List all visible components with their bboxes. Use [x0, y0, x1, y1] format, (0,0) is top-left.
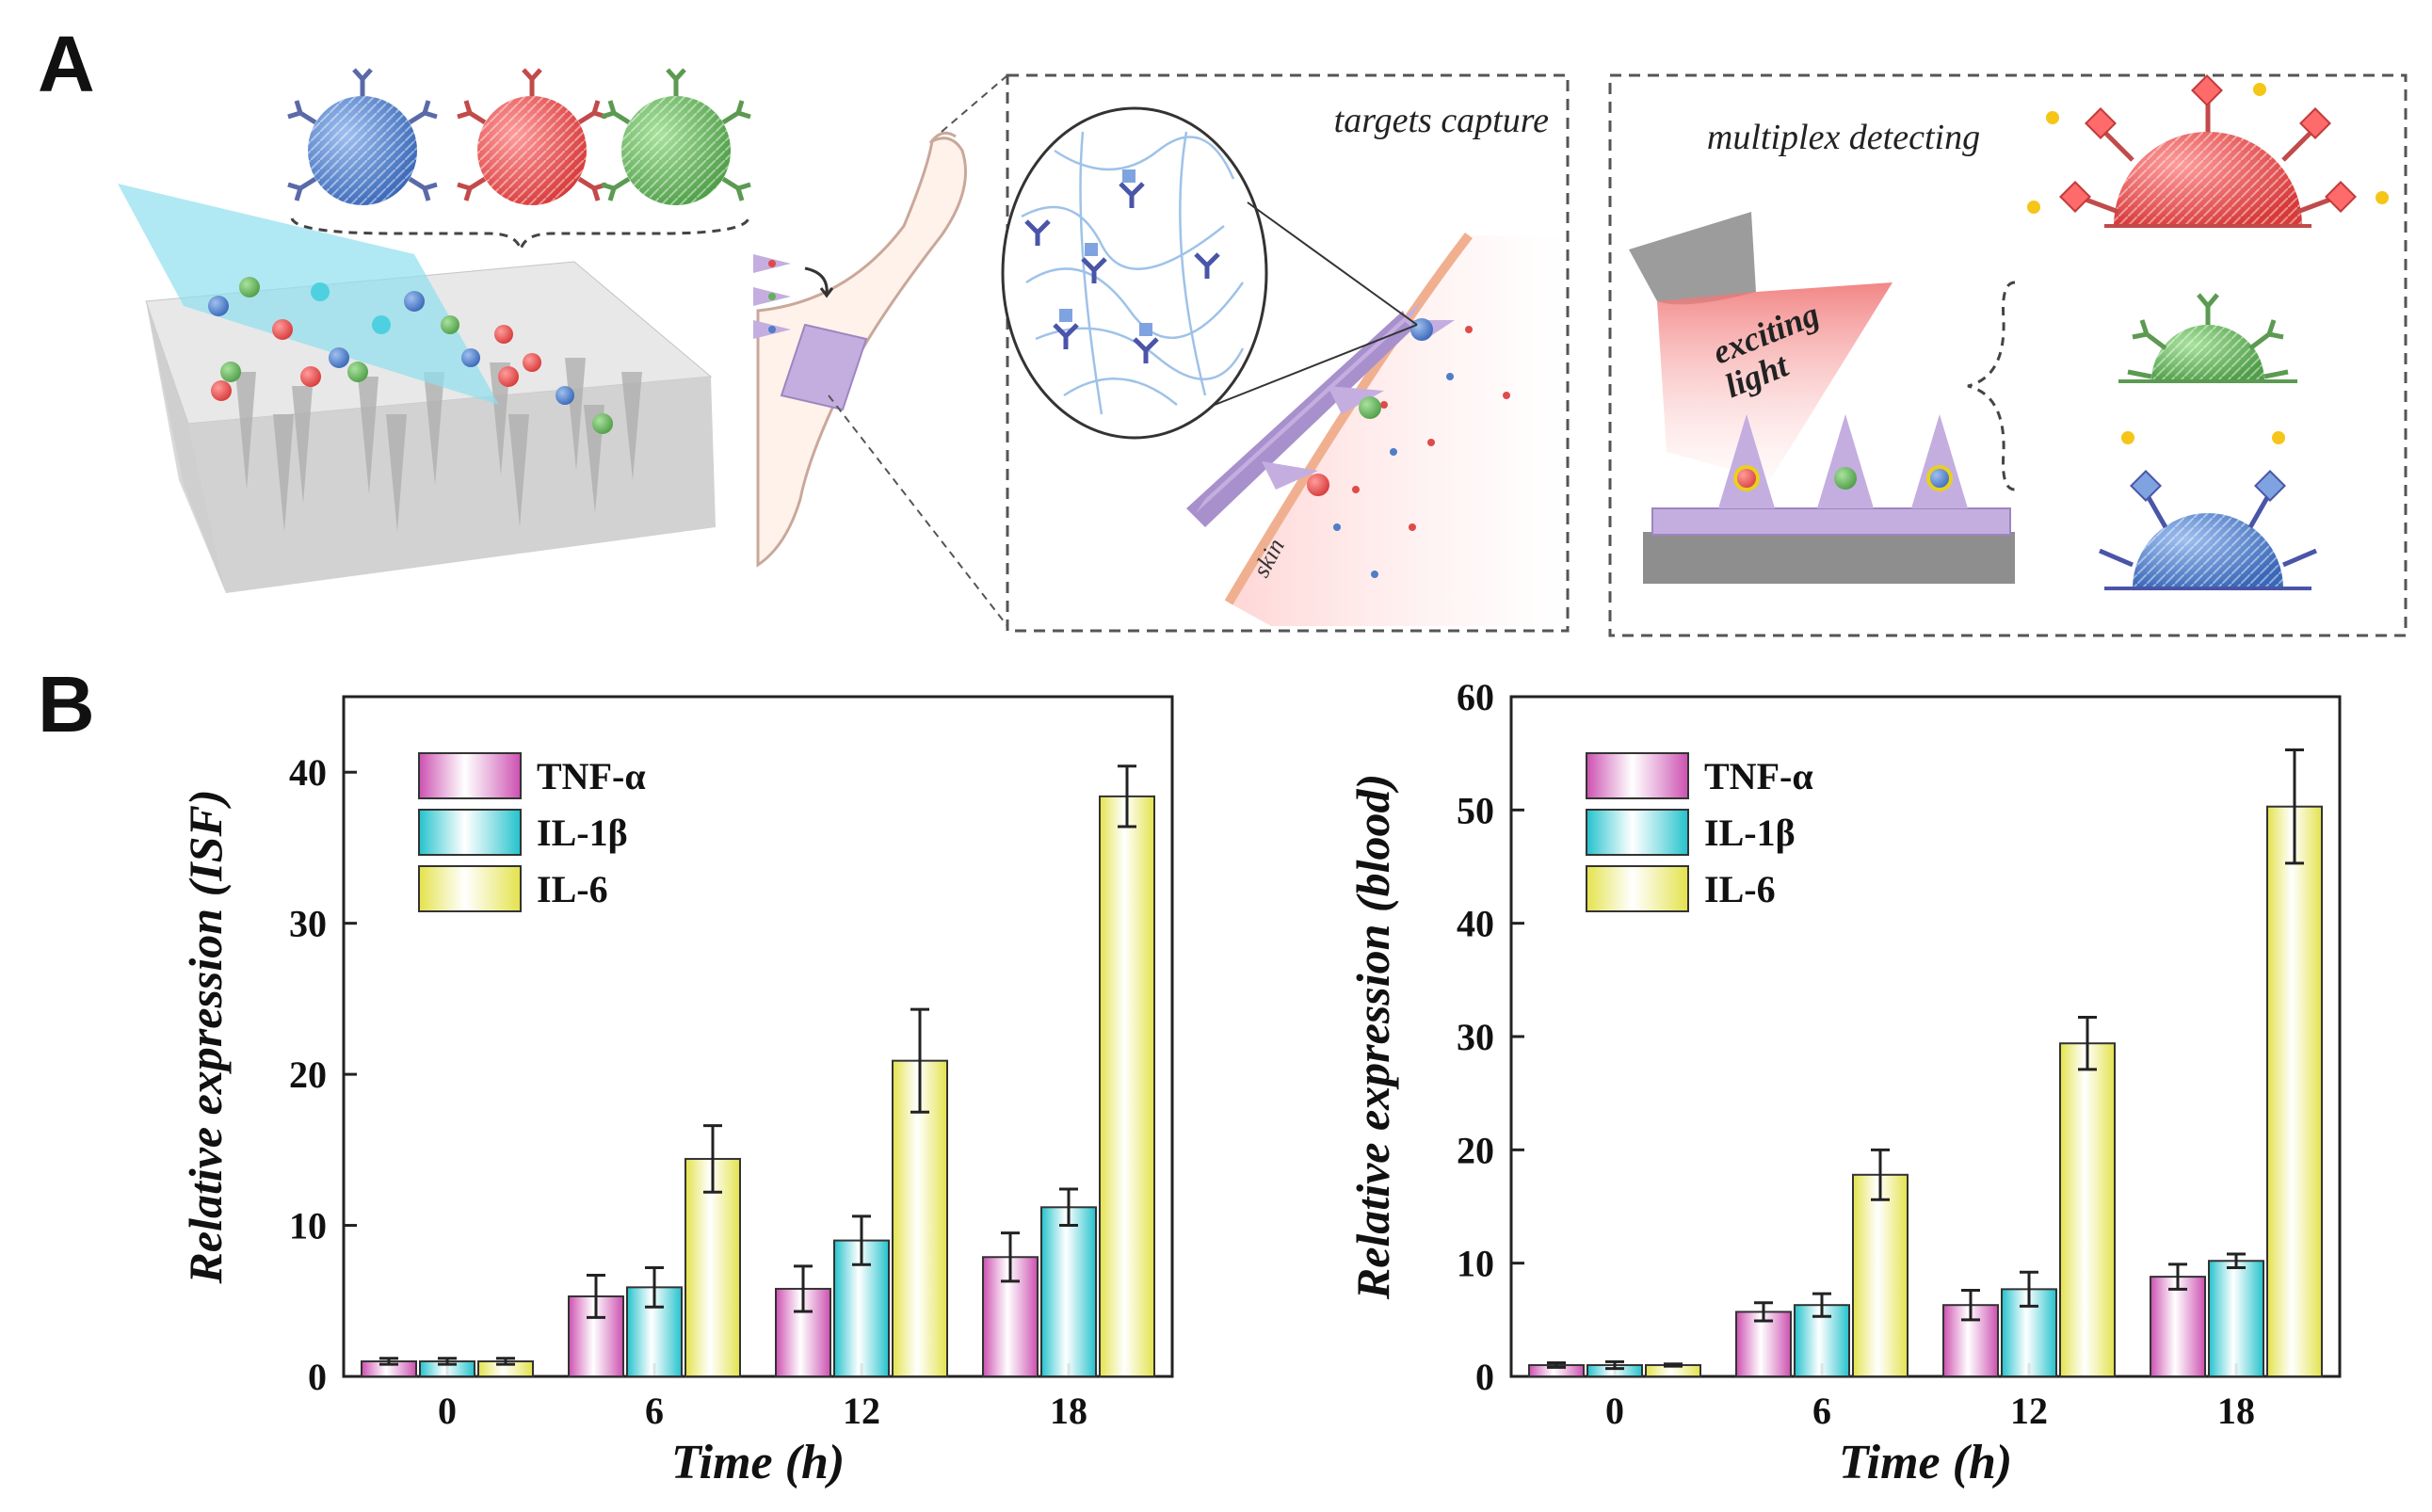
chart-isf: 0 10 20 30 40 Relative expression (ISF) 0 6 12 18… — [179, 695, 1174, 1489]
y-tick-label: 0 — [1475, 1356, 1494, 1398]
bar-il6-18 — [1099, 795, 1155, 1378]
y-tick-label: 20 — [1457, 1129, 1494, 1171]
skin-layer-icon: skin — [1224, 232, 1568, 626]
x-tick-label: 6 — [645, 1390, 664, 1432]
panel-label-a: A — [38, 20, 95, 108]
legend-swatch-tnf — [418, 752, 522, 799]
legend-label-il6: IL-6 — [1704, 868, 1776, 910]
patch-array-icon — [1186, 301, 1455, 527]
mini-needle-icons — [753, 254, 834, 339]
legend-label-tnf: TNF-α — [1704, 755, 1813, 797]
bar-tnf-18 — [2150, 1276, 2206, 1378]
bound-nanoparticle-blue-icon — [2099, 431, 2317, 590]
legend-label-tnf: TNF-α — [537, 755, 646, 797]
nanoparticle-blue-icon — [287, 68, 438, 205]
legend-label-il1b: IL-1β — [537, 812, 628, 854]
bar-il6-6 — [1852, 1173, 1909, 1377]
light-source-icon — [1629, 212, 1892, 480]
x-tick-label: 0 — [1605, 1390, 1624, 1432]
bar-tnf-18 — [982, 1256, 1039, 1378]
bar-il6-18 — [2266, 805, 2323, 1377]
y-tick-label: 10 — [289, 1205, 327, 1247]
y-tick-label: 50 — [1457, 789, 1494, 831]
legend-label-il1b: IL-1β — [1704, 812, 1796, 854]
bound-nanoparticle-green-icon — [2118, 293, 2297, 383]
detect-box — [1608, 73, 2408, 637]
nanoparticle-green-icon — [601, 68, 751, 205]
y-axis-label: Relative expression (ISF) — [179, 790, 232, 1285]
panel-label-b: B — [38, 660, 95, 748]
x-axis-label: Time (h) — [1839, 1436, 2012, 1489]
x-tick-label: 18 — [2217, 1390, 2255, 1432]
legend-label-il6: IL-6 — [537, 868, 608, 910]
detect-label-line1: multiplex detecting — [1707, 118, 1980, 157]
detector-stage-icon — [1643, 414, 2015, 584]
bar-il6-6 — [685, 1157, 741, 1377]
schematic-illustration: targets capture skin multip — [118, 68, 2408, 637]
nanoparticle-red-icon — [457, 68, 607, 205]
y-axis-label: Relative expression (blood) — [1346, 774, 1399, 1300]
microneedle-array-icon — [118, 184, 716, 593]
legend-swatch-il6 — [418, 865, 522, 912]
x-axis-label: Time (h) — [671, 1436, 845, 1489]
bar-il1b-18 — [1040, 1206, 1097, 1378]
y-tick-label: 30 — [289, 903, 327, 945]
legend-swatch-il1b — [418, 809, 522, 856]
capture-label: targets capture — [1334, 101, 1549, 140]
bar-il6-12 — [2059, 1042, 2116, 1377]
plot-frame — [342, 695, 1174, 1378]
bar-il1b-18 — [2208, 1260, 2264, 1378]
brace-icon — [290, 217, 750, 255]
x-tick-label: 6 — [1812, 1390, 1831, 1432]
bound-nanoparticle-red-icon — [2027, 74, 2389, 228]
y-tick-label: 60 — [1457, 678, 1494, 718]
x-tick-label: 12 — [2010, 1390, 2048, 1432]
y-tick-label: 40 — [1457, 903, 1494, 945]
magnified-view-icon — [1001, 106, 1418, 440]
legend-swatch-tnf — [1586, 752, 1689, 799]
y-tick-label: 20 — [289, 1054, 327, 1096]
y-tick-label: 40 — [289, 751, 327, 794]
bar-tnf-6 — [1735, 1311, 1792, 1377]
x-tick-label: 12 — [843, 1390, 880, 1432]
brace-right-icon — [1967, 281, 2016, 491]
y-tick-label: 0 — [308, 1356, 327, 1398]
y-tick-label: 10 — [1457, 1243, 1494, 1285]
x-tick-label: 18 — [1050, 1390, 1087, 1432]
legend-swatch-il6 — [1586, 865, 1689, 912]
y-tick-label: 30 — [1457, 1016, 1494, 1058]
legend-swatch-il1b — [1586, 809, 1689, 856]
arm-with-patch-icon — [753, 74, 1008, 627]
x-tick-label: 0 — [438, 1390, 457, 1432]
